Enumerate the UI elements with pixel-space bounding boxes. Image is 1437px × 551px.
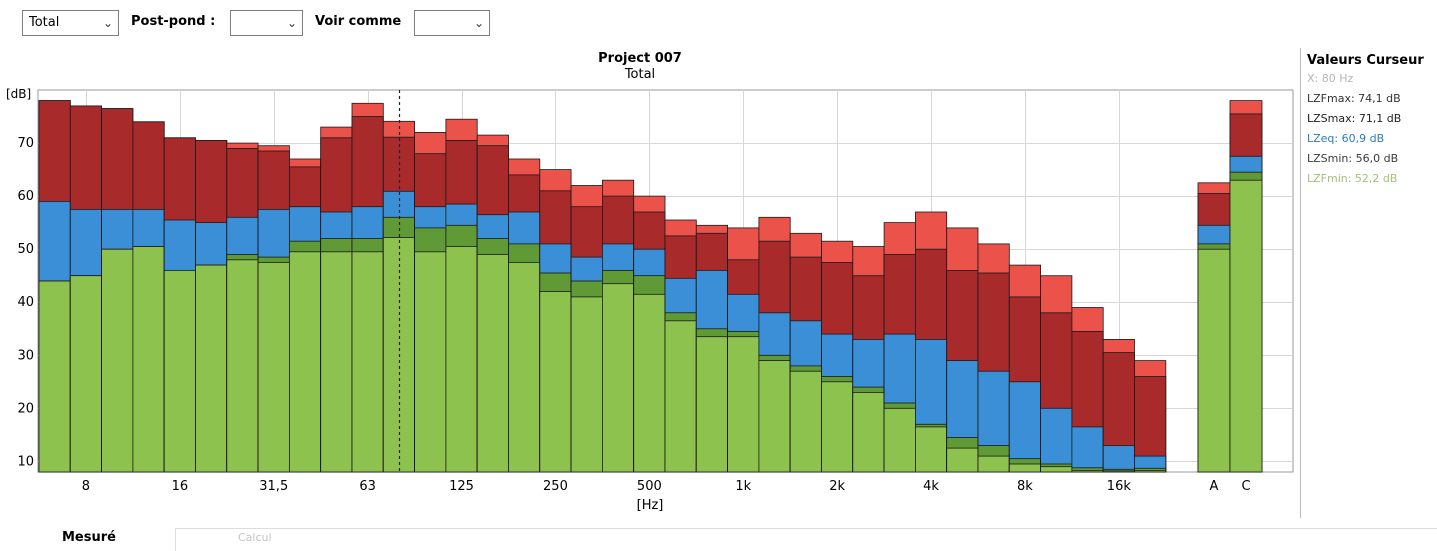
spectrum-chart[interactable]: 10 20 30 40 50 60 70 8 16 31,5 63 125 250 500 1k 2k 4k 8k… xyxy=(0,44,1300,520)
chevron-down-icon: ⌄ xyxy=(102,16,113,30)
y-tick-label: 10 xyxy=(17,454,34,469)
x-axis-label: [Hz] xyxy=(637,498,664,513)
bar-lzfmin-26 xyxy=(852,391,885,473)
x-tick-label: 250 xyxy=(543,479,568,494)
view-select-value: Total xyxy=(29,15,60,30)
bar-lzfmin-6 xyxy=(226,259,259,473)
y-tick-label: 60 xyxy=(17,189,34,204)
bar-lzfmin-0 xyxy=(38,280,71,473)
cursor-panel-title: Valeurs Curseur xyxy=(1307,53,1424,68)
toolbar: Total ⌄ Post-pond : ⌄ Voir comme ⌄ xyxy=(0,0,1437,44)
summary-tick-label: C xyxy=(1241,479,1250,494)
cursor-x-value: X: 80 Hz xyxy=(1307,72,1354,85)
bar-lzfmin-30 xyxy=(977,455,1010,473)
bar-lzfmin-24 xyxy=(789,370,822,473)
voircomme-select[interactable]: ⌄ xyxy=(414,10,490,36)
x-tick-label: 125 xyxy=(449,479,474,494)
bar-lzfmin-28 xyxy=(915,426,948,473)
tab-calcul[interactable]: Calcul xyxy=(175,528,1437,551)
bar-lzfmin-17 xyxy=(570,296,603,473)
cursor-lzsmax-value: LZSmax: 71,1 dB xyxy=(1307,112,1402,125)
bar-lzfmin-35 xyxy=(1134,469,1167,473)
postpond-select[interactable]: ⌄ xyxy=(230,10,303,36)
bottom-tabs: Mesuré Calcul xyxy=(0,522,1437,551)
x-tick-label: 16 xyxy=(172,479,189,494)
bar-lzfmin-2 xyxy=(101,248,134,473)
cursor-lzfmax-value: LZFmax: 74,1 dB xyxy=(1307,92,1401,105)
y-tick-label: 70 xyxy=(17,136,34,151)
summary-bar-lzfmin-A xyxy=(1197,248,1231,473)
y-tick-label: 30 xyxy=(17,348,34,363)
summary-bar-lzfmin-C xyxy=(1229,179,1263,473)
bar-lzfmin-34 xyxy=(1102,470,1135,473)
postpond-label: Post-pond : xyxy=(131,14,216,29)
bar-lzfmin-25 xyxy=(821,381,854,473)
cursor-lzfmin-value: LZFmin: 52,2 dB xyxy=(1307,172,1398,185)
x-tick-label: 8k xyxy=(1017,479,1033,494)
bar-lzfmin-23 xyxy=(758,360,791,473)
voircomme-label: Voir comme xyxy=(315,14,402,29)
bar-lzfmin-1 xyxy=(69,275,103,473)
bar-lzfmin-20 xyxy=(664,320,697,473)
summary-tick-label: A xyxy=(1210,479,1219,494)
cursor-values-panel: Valeurs Curseur X: 80 Hz LZFmax: 74,1 dB… xyxy=(1300,48,1437,518)
view-select[interactable]: Total ⌄ xyxy=(22,10,119,36)
chevron-down-icon: ⌄ xyxy=(473,16,484,30)
bar-lzfmin-16 xyxy=(539,291,572,473)
x-tick-label: 2k xyxy=(829,479,845,494)
bar-lzfmin-8 xyxy=(288,251,322,473)
bar-lzfmin-4 xyxy=(163,269,196,473)
bar-lzfmin-29 xyxy=(946,447,979,473)
bar-lzfmin-15 xyxy=(508,261,541,473)
bar-lzfmin-5 xyxy=(195,264,228,473)
cursor-lzsmin-value: LZSmin: 56,0 dB xyxy=(1307,152,1399,165)
bar-lzfmin-18 xyxy=(602,283,635,473)
bar-lzfmin-13 xyxy=(445,246,478,473)
bar-lzfmin-9 xyxy=(320,251,353,473)
bar-lzfmin-14 xyxy=(476,254,509,473)
bar-lzeq-34 xyxy=(1102,445,1135,473)
tab-calcul-label: Calcul xyxy=(238,531,272,544)
x-tick-label: 500 xyxy=(637,479,662,494)
tab-mesure[interactable]: Mesuré xyxy=(62,530,116,545)
x-tick-label: 16k xyxy=(1107,479,1132,494)
x-tick-label: 4k xyxy=(923,479,939,494)
bar-lzfmin-12 xyxy=(414,251,447,473)
chart-title: Project 007 xyxy=(598,51,682,66)
x-tick-label: 1k xyxy=(735,479,751,494)
cursor-lzeq-value: LZeq: 60,9 dB xyxy=(1307,132,1385,145)
bar-lzeq-32 xyxy=(1040,407,1073,473)
x-tick-label: 63 xyxy=(359,479,376,494)
bar-lzfmin-27 xyxy=(883,407,916,473)
chevron-down-icon: ⌄ xyxy=(286,16,297,30)
bar-lzfmin-31 xyxy=(1008,463,1041,473)
bar-lzfmin-21 xyxy=(695,336,728,473)
y-axis-label: [dB] xyxy=(6,87,31,101)
y-tick-label: 50 xyxy=(17,242,34,257)
bar-lzeq-33 xyxy=(1071,426,1104,473)
bar-lzeq-31 xyxy=(1008,381,1041,473)
bar-lzfmin-22 xyxy=(727,336,760,473)
y-tick-label: 40 xyxy=(17,295,34,310)
x-tick-label: 31,5 xyxy=(259,479,288,494)
bar-lzfmin-32 xyxy=(1040,466,1073,473)
x-tick-label: 8 xyxy=(82,479,90,494)
bar-lzfmin-33 xyxy=(1071,469,1104,473)
y-tick-label: 20 xyxy=(17,401,34,416)
bar-lzfmin-7 xyxy=(257,261,290,473)
bar-lzfmin-10 xyxy=(351,251,384,473)
chart-subtitle: Total xyxy=(624,67,655,82)
bar-lzfmin-3 xyxy=(132,246,165,473)
bar-lzfmin-19 xyxy=(633,293,666,473)
